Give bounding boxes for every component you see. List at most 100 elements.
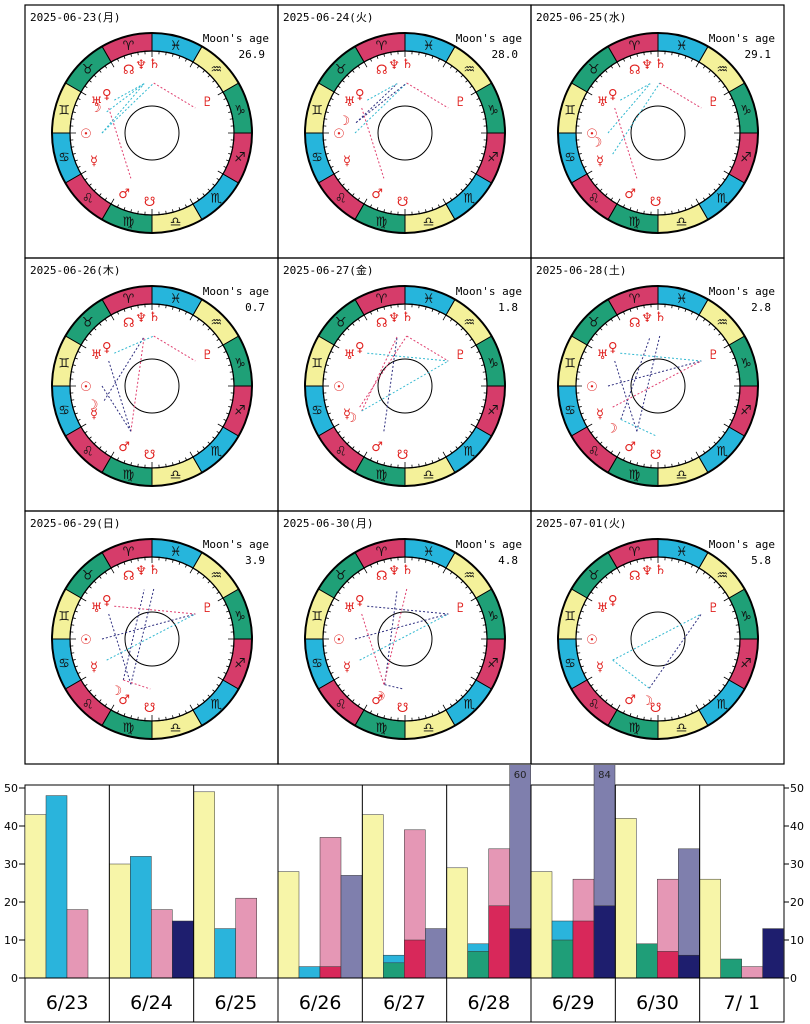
bar — [45, 795, 68, 978]
aspect-line — [620, 83, 651, 101]
planet-glyph: ♄ — [149, 310, 161, 325]
planet-glyph: ☉ — [586, 380, 598, 395]
hub-circle — [124, 105, 180, 161]
zodiac-sign: ♍ — [123, 215, 135, 230]
planet-glyph: ♂ — [624, 693, 636, 708]
zodiac-sign: ♎ — [676, 721, 688, 736]
planet-glyph: ♆ — [135, 564, 147, 579]
aspect-line — [636, 335, 661, 432]
degree-ticks — [323, 557, 487, 721]
zodiac-sign: ♌ — [335, 697, 347, 712]
hub-circle — [630, 358, 686, 414]
moon-age-value: 5.8 — [751, 554, 771, 567]
bar — [172, 920, 194, 978]
degree-ticks — [323, 304, 487, 468]
zodiac-sign: ♏ — [464, 444, 476, 459]
moon-age-label: Moon's age — [203, 285, 269, 298]
zodiac-sign: ♏ — [717, 697, 729, 712]
planet-glyph: ♀ — [608, 341, 618, 356]
bar — [657, 951, 679, 978]
y2-tick-label: 10 — [790, 934, 804, 947]
bar — [66, 909, 89, 978]
x-tick-label: 6/26 — [299, 992, 342, 1014]
planet-glyph: ☉ — [333, 633, 345, 648]
aspect-line — [103, 336, 145, 401]
hub-circle — [377, 611, 433, 667]
bar — [720, 958, 742, 978]
planet-glyph: ♀ — [355, 88, 365, 103]
zodiac-sign: ♊ — [58, 609, 70, 624]
zodiac-sign: ♓ — [676, 292, 688, 307]
bar — [572, 920, 595, 978]
zodiac-sign: ♎ — [170, 721, 182, 736]
planet-glyph: ☊ — [629, 63, 641, 78]
planet-glyph: ♇ — [455, 348, 467, 363]
moon-age-label: Moon's age — [709, 285, 775, 298]
planet-glyph: ♆ — [388, 58, 400, 73]
aspect-line — [355, 82, 408, 123]
aspect-line — [361, 107, 385, 179]
degree-ticks — [576, 51, 740, 215]
planet-glyph: ♄ — [149, 563, 161, 578]
zodiac-sign: ♍ — [376, 468, 388, 483]
planet-glyph: ☋ — [650, 195, 662, 210]
moon-age-value: 28.0 — [492, 48, 519, 61]
hub-circle — [630, 105, 686, 161]
aspect-line — [123, 679, 151, 690]
y2-tick-label: 40 — [790, 820, 804, 833]
zodiac-sign: ♋ — [311, 151, 323, 166]
aspect-line — [108, 107, 132, 179]
planet-glyph: ☉ — [80, 633, 92, 648]
planet-glyph: ♄ — [655, 563, 667, 578]
planet-glyph: ☿ — [596, 154, 604, 169]
aspect-line — [355, 83, 398, 123]
planet-glyph: ♂ — [371, 187, 383, 202]
zodiac-sign: ♐ — [234, 151, 246, 166]
planet-glyph: ♂ — [624, 187, 636, 202]
planet-glyph: ☋ — [397, 701, 409, 716]
zodiac-sign: ♒ — [464, 316, 476, 331]
outer-ring — [304, 538, 506, 740]
zodiac-sign: ♉ — [82, 63, 94, 78]
aspect-line — [607, 83, 651, 134]
zodiac-sign: ♏ — [464, 697, 476, 712]
outer-ring — [51, 538, 253, 740]
zodiac-sign: ♎ — [423, 215, 435, 230]
planet-glyph: ☋ — [397, 195, 409, 210]
planet-glyph: ♄ — [149, 57, 161, 72]
zodiac-sign: ♋ — [58, 404, 70, 419]
bar — [741, 966, 763, 978]
aspect-line — [101, 385, 132, 432]
moon-age-value: 1.8 — [498, 301, 518, 314]
planet-glyph: ☋ — [144, 701, 156, 716]
zodiac-sign: ♑ — [487, 609, 499, 624]
y-tick-label: 20 — [4, 896, 18, 909]
planet-glyph: ☋ — [650, 701, 662, 716]
zodiac-sign: ♒ — [211, 316, 223, 331]
zodiac-sign: ♓ — [676, 545, 688, 560]
planet-glyph: ♇ — [455, 601, 467, 616]
zodiac-sign: ♈ — [376, 292, 388, 307]
bar — [699, 878, 721, 978]
planet-glyph: ♅ — [344, 601, 356, 616]
bar — [488, 905, 510, 978]
aspect-line — [130, 588, 155, 685]
planet-glyph: ☿ — [90, 660, 98, 675]
zodiac-sign: ♎ — [423, 721, 435, 736]
y2-tick-label: 50 — [790, 782, 804, 795]
x-tick-label: 6/28 — [467, 992, 510, 1014]
zodiac-sign: ♎ — [423, 468, 435, 483]
bar — [235, 897, 257, 978]
zodiac-sign: ♍ — [629, 721, 641, 736]
planet-glyph: ♇ — [708, 95, 720, 110]
bar — [551, 939, 574, 978]
planet-glyph: ☽ — [87, 398, 99, 413]
planet-glyph: ☊ — [123, 569, 135, 584]
bar — [678, 954, 700, 978]
date-label: 2025-06-29(日) — [30, 517, 120, 530]
zodiac-sign: ♎ — [170, 215, 182, 230]
y-tick-label: 10 — [4, 934, 18, 947]
planet-glyph: ♆ — [135, 58, 147, 73]
bar — [446, 867, 468, 978]
